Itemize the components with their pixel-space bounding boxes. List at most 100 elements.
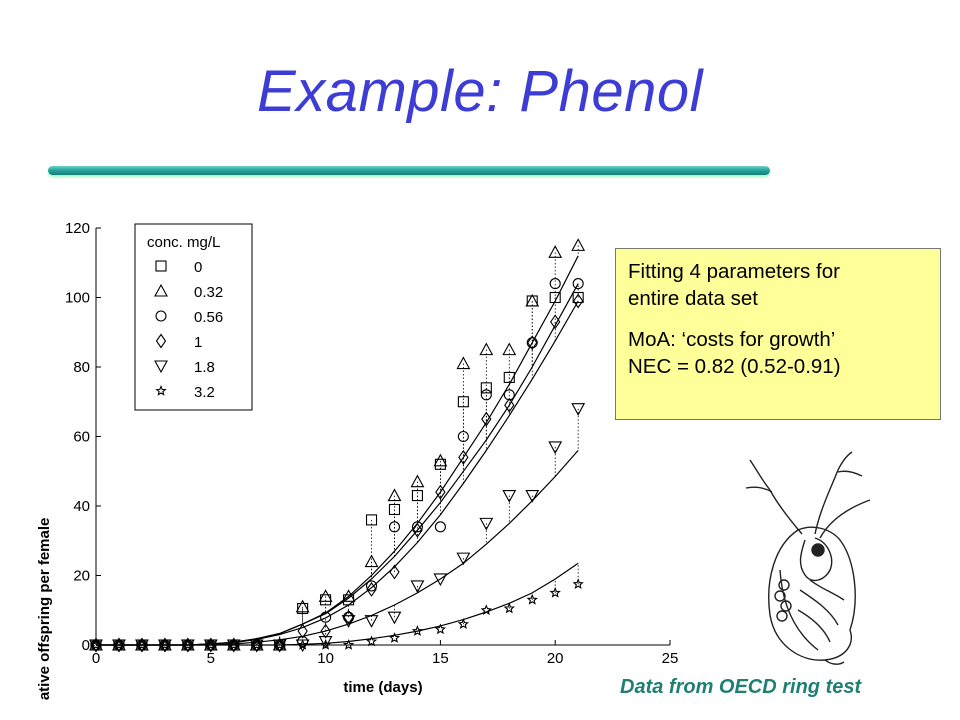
data-source: Data from OECD ring test — [620, 676, 862, 698]
legend-marker-triangle-down — [154, 360, 168, 374]
y-tick-label: 100 — [65, 290, 90, 307]
title-divider — [48, 166, 770, 175]
y-tick-label: 0 — [82, 637, 90, 654]
data-point-circle — [320, 611, 332, 623]
data-point-diamond — [343, 609, 354, 625]
note-line: MoA: ‘costs for growth’ — [628, 328, 836, 351]
data-point-triangle-up — [433, 453, 448, 467]
data-point-star — [342, 639, 355, 650]
data-point-square — [503, 371, 515, 383]
fitting-note: Fitting 4 parameters for entire data set… — [615, 248, 941, 420]
data-point-diamond — [504, 397, 515, 413]
data-point-square — [549, 291, 561, 304]
data-point-triangle-up — [479, 342, 494, 356]
legend-box — [134, 223, 253, 411]
data-point-circle — [503, 389, 515, 401]
data-point-star — [182, 639, 194, 650]
y-tick-label: 80 — [73, 359, 90, 376]
note-line: entire data set — [628, 287, 758, 310]
legend-label: 0 — [194, 259, 202, 276]
data-point-triangle-up — [456, 356, 471, 370]
data-point-star — [136, 639, 148, 650]
data-point-triangle-up — [341, 589, 356, 602]
data-point-diamond — [527, 335, 538, 351]
data-point-square — [297, 602, 309, 615]
y-axis-label: cumulative offspring per female — [36, 518, 53, 700]
chart-legend: conc. mg/L 0 0.32 0.56 1 1.8 3.2 — [134, 223, 253, 411]
y-tick-label: 120 — [65, 220, 90, 237]
data-point-circle — [434, 521, 446, 533]
data-point-triangle-up — [318, 589, 333, 602]
data-point-star — [90, 639, 102, 650]
x-tick-label: 20 — [547, 650, 564, 667]
data-point-star — [434, 623, 447, 635]
data-point-square — [411, 490, 423, 502]
legend-marker-star — [155, 385, 167, 396]
data-point-triangle-down — [456, 552, 471, 566]
data-point-star — [228, 639, 240, 650]
legend-marker-circle — [155, 310, 167, 322]
data-point-star — [549, 586, 561, 598]
data-point-star — [388, 632, 401, 643]
data-point-circle — [388, 521, 401, 533]
data-point-star — [159, 639, 171, 650]
legend-marker-diamond — [155, 333, 167, 349]
phenol-chart: 0 5 10 15 20 25 0 20 40 60 80 100 120 conc. mg/L 0 0.3… — [36, 220, 679, 700]
data-point-star — [480, 604, 492, 616]
data-point-square — [388, 503, 401, 516]
data-point-circle — [457, 430, 469, 443]
data-point-star — [365, 635, 378, 647]
legend-label: 0.56 — [194, 309, 223, 326]
data-point-star — [113, 639, 125, 650]
legend-marker-square — [155, 260, 167, 272]
data-point-triangle-down — [479, 517, 494, 531]
legend-label: 1 — [194, 334, 202, 351]
data-point-triangle-up — [364, 554, 379, 568]
data-point-star — [526, 593, 538, 605]
legend-label: 0.32 — [194, 284, 223, 301]
data-point-diamond — [550, 314, 561, 330]
daphnia-illustration — [745, 451, 871, 665]
legend-marker-triangle-up — [154, 283, 168, 297]
data-point-circle — [549, 278, 561, 290]
data-point-triangle-down — [410, 580, 425, 594]
data-point-triangle-down — [571, 403, 586, 416]
data-point-circle — [411, 521, 423, 533]
data-point-diamond — [297, 623, 308, 639]
data-point-triangle-down — [364, 615, 379, 628]
data-point-square — [480, 382, 492, 394]
x-tick-label: 0 — [92, 650, 100, 667]
data-point-star — [273, 639, 286, 650]
data-point-diamond — [572, 293, 584, 309]
data-point-triangle-down — [341, 615, 356, 628]
data-point-star — [457, 618, 469, 630]
data-point-star — [205, 639, 217, 650]
note-line: NEC = 0.82 (0.52-0.91) — [628, 355, 841, 378]
data-point-circle — [365, 580, 378, 592]
data-point-square — [457, 396, 469, 408]
fit-curve-1 — [96, 300, 579, 646]
data-point-circle — [572, 278, 584, 290]
y-tick-label: 40 — [73, 498, 90, 515]
x-tick-label: 15 — [432, 650, 449, 667]
x-tick-label: 25 — [662, 650, 679, 667]
data-point-diamond — [320, 623, 331, 639]
data-point-diamond — [389, 564, 400, 580]
data-point-triangle-down — [433, 573, 448, 587]
data-point-triangle-up — [571, 238, 586, 251]
data-point-star — [411, 625, 424, 636]
data-point-triangle-down — [318, 635, 333, 649]
data-point-square — [572, 291, 584, 304]
data-point-diamond — [481, 411, 492, 427]
data-point-triangle-up — [295, 599, 310, 613]
slide-title: Example: Phenol — [257, 59, 703, 124]
data-point-star — [319, 639, 332, 650]
data-point-square — [365, 514, 378, 526]
data-point-star — [297, 639, 309, 650]
data-point-triangle-down — [548, 441, 563, 455]
fit-curve-3.2 — [96, 562, 579, 646]
legend-label: 1.8 — [194, 359, 215, 376]
data-point-triangle-up — [502, 342, 517, 356]
x-axis-label: time (days) — [343, 679, 422, 696]
legend-title: conc. mg/L — [147, 234, 220, 251]
